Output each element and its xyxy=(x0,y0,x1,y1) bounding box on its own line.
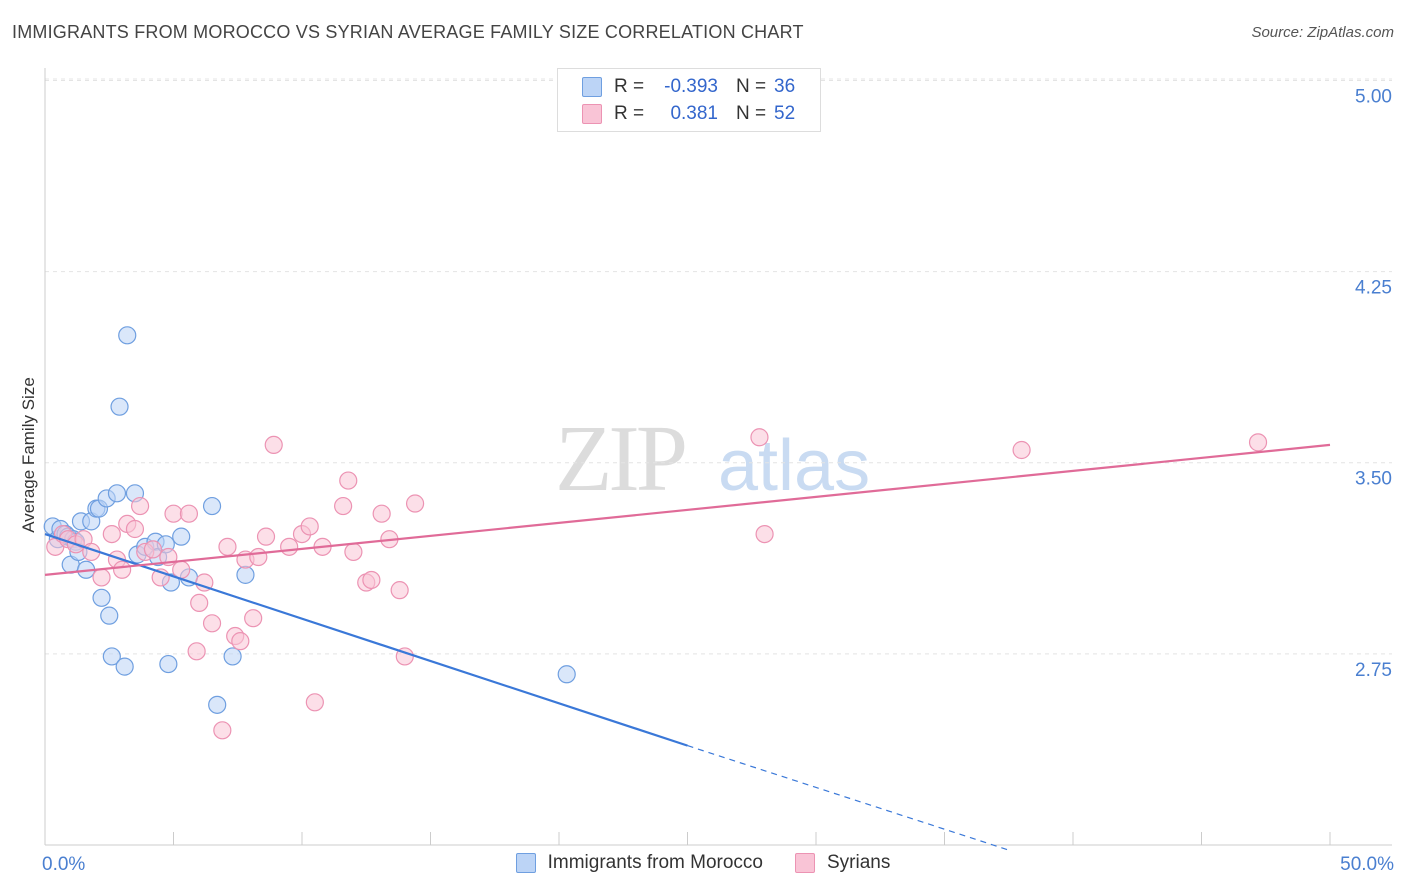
x-tick-labels: 0.0% 50.0% xyxy=(42,854,1394,875)
data-point-syrians xyxy=(390,581,409,600)
watermark-atlas: atlas xyxy=(718,426,870,506)
data-point-syrians xyxy=(213,721,232,740)
data-point-morocco xyxy=(172,527,191,546)
data-point-morocco xyxy=(110,397,129,416)
series-legend: Immigrants from Morocco Syrians xyxy=(0,852,1406,874)
correlation-legend: R = -0.393 N = 36 R = 0.381 N = 52 xyxy=(557,68,821,132)
data-point-syrians xyxy=(300,517,319,536)
data-point-syrians xyxy=(195,573,214,592)
data-point-syrians xyxy=(190,593,209,613)
legend-r-value: 0.381 xyxy=(670,103,718,124)
legend-row-morocco: R = -0.393 N = 36 xyxy=(582,75,795,99)
series-legend-item-syrians: Syrians xyxy=(795,852,890,874)
data-point-morocco xyxy=(102,647,121,666)
legend-n-label: N = xyxy=(736,103,767,124)
data-point-syrians xyxy=(143,540,163,559)
data-point-morocco xyxy=(100,606,119,625)
series-legend-item-morocco: Immigrants from Morocco xyxy=(515,852,763,874)
data-point-syrians xyxy=(344,542,363,562)
trend-line-syrians xyxy=(44,443,1331,576)
data-point-morocco xyxy=(159,654,178,674)
y-tick-label: 3.50 xyxy=(1355,469,1392,490)
legend-n-value: 52 xyxy=(774,103,796,124)
data-point-syrians xyxy=(362,570,381,590)
data-point-morocco xyxy=(202,496,222,516)
data-point-syrians xyxy=(1248,433,1268,452)
source-label: Source: ZipAtlas.com xyxy=(1251,24,1394,41)
data-point-syrians xyxy=(164,504,183,523)
series-legend-label: Immigrants from Morocco xyxy=(547,852,763,873)
data-point-syrians xyxy=(249,547,268,567)
trend-line-morocco xyxy=(44,533,688,747)
data-point-syrians xyxy=(218,537,237,556)
legend-n-value: 36 xyxy=(774,76,796,97)
data-point-syrians xyxy=(244,609,263,628)
data-point-morocco xyxy=(236,565,255,584)
data-point-syrians xyxy=(130,496,150,516)
legend-n-label: N = xyxy=(736,76,767,97)
data-point-morocco xyxy=(557,665,576,684)
data-point-syrians xyxy=(125,519,145,539)
legend-row-syrians: R = 0.381 N = 52 xyxy=(582,102,795,126)
axes xyxy=(44,68,1392,846)
data-point-syrians xyxy=(102,524,121,544)
data-point-syrians xyxy=(305,693,324,712)
legend-r-value: -0.393 xyxy=(664,76,718,97)
data-point-syrians xyxy=(750,428,769,447)
data-point-morocco xyxy=(107,484,127,503)
y-tick-label: 2.75 xyxy=(1355,660,1392,681)
data-point-syrians xyxy=(264,435,283,455)
data-point-syrians xyxy=(172,560,191,579)
data-point-syrians xyxy=(202,614,222,633)
data-point-syrians xyxy=(112,560,132,579)
y-tick-labels: 2.75 3.50 4.25 5.00 xyxy=(1355,86,1392,680)
data-point-syrians xyxy=(339,471,358,490)
data-point-syrians xyxy=(334,496,353,516)
legend-swatch-syrians xyxy=(582,104,602,124)
y-axis-label: Average Family Size xyxy=(19,377,38,533)
data-point-syrians xyxy=(231,632,250,651)
watermark-zip: ZIP xyxy=(555,407,685,511)
data-point-syrians xyxy=(92,568,111,587)
legend-swatch-morocco xyxy=(582,77,602,97)
data-point-syrians xyxy=(405,494,425,513)
data-point-syrians xyxy=(256,527,276,546)
data-point-syrians xyxy=(372,504,391,523)
legend-r-label: R = xyxy=(614,76,645,97)
y-tick-label: 4.25 xyxy=(1355,278,1392,299)
trend-lines xyxy=(44,443,1331,851)
series-swatch-syrians xyxy=(795,853,815,873)
x-tick-label-min: 0.0% xyxy=(42,854,85,875)
data-point-syrians xyxy=(280,537,299,556)
data-point-syrians xyxy=(1012,440,1031,460)
data-point-morocco xyxy=(118,326,137,345)
data-point-morocco xyxy=(208,695,227,714)
data-point-syrians xyxy=(755,524,774,544)
data-point-morocco xyxy=(92,588,111,607)
x-tick-label-max: 50.0% xyxy=(1340,854,1394,875)
legend-r-label: R = xyxy=(614,103,645,124)
series-swatch-morocco xyxy=(515,853,536,873)
y-tick-label: 5.00 xyxy=(1355,86,1392,107)
series-legend-label: Syrians xyxy=(827,852,891,873)
data-points xyxy=(43,326,1268,740)
data-point-syrians xyxy=(187,642,206,661)
data-point-morocco xyxy=(115,657,134,676)
data-point-morocco xyxy=(223,647,242,666)
trend-line-morocco-extension xyxy=(687,745,1009,851)
chart-title: IMMIGRANTS FROM MOROCCO VS SYRIAN AVERAG… xyxy=(12,22,804,42)
data-point-syrians xyxy=(179,504,199,523)
